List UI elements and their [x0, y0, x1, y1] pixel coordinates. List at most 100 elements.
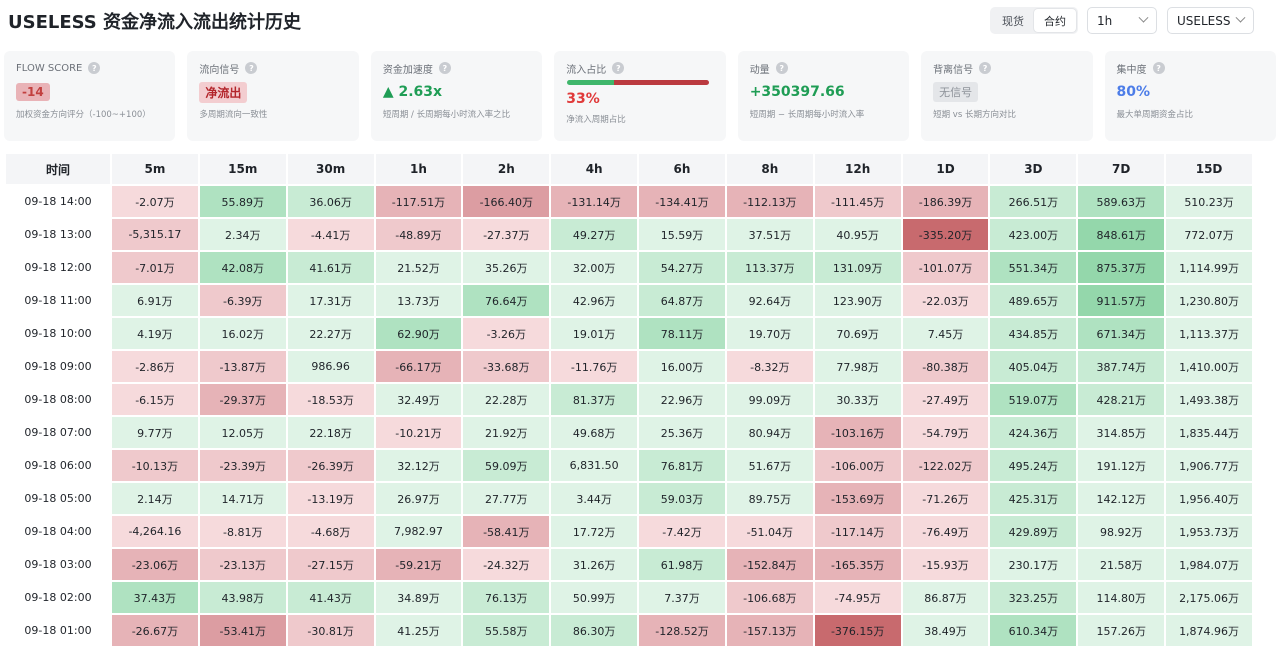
column-header-15m[interactable]: 15m [199, 154, 286, 184]
flow-cell: 22.27万 [287, 318, 374, 349]
interval-select[interactable]: 1h [1087, 7, 1157, 34]
divergence-badge: 无信号 [933, 82, 979, 102]
flow-cell: 2.14万 [112, 483, 198, 514]
flow-cell: -54.79万 [902, 417, 989, 448]
help-icon[interactable]: ? [438, 62, 451, 74]
tab-spot[interactable]: 现货 [1002, 14, 1024, 28]
flow-cell: 37.51万 [726, 219, 813, 250]
column-header-2h[interactable]: 2h [463, 154, 550, 184]
flow-cell: -53.41万 [199, 615, 286, 646]
market-type-toggle: 现货 合约 [990, 7, 1078, 34]
flow-signal-badge: 净流出 [199, 81, 248, 103]
flow-cell: 7.37万 [639, 582, 725, 613]
row-time: 09-18 03:00 [24, 558, 92, 571]
flow-cell: 32.12万 [375, 450, 462, 481]
flow-cell: -106.00万 [814, 450, 901, 481]
flow-cell: 423.00万 [990, 219, 1077, 250]
flow-cell: 114.80万 [1078, 582, 1165, 613]
flow-cell: 2,175.06万 [1166, 582, 1252, 613]
table-row: 09-18 12:00 -7.01万 42.08万 41.61万 21.52万 35.26… [6, 252, 1252, 283]
table-row: 09-18 08:00 -6.15万 -29.37万 -18.53万 32.49万 22.… [6, 384, 1252, 415]
flow-cell: 51.67万 [726, 450, 813, 481]
column-header-5m[interactable]: 5m [112, 154, 198, 184]
flow-cell: 519.07万 [990, 384, 1077, 415]
help-icon[interactable]: ? [979, 62, 992, 74]
flow-cell: -3.26万 [463, 318, 550, 349]
column-header-1D[interactable]: 1D [902, 154, 989, 184]
inflow-portion [567, 80, 615, 85]
flow-cell: 37.43万 [112, 582, 198, 613]
flow-cell: -27.49万 [902, 384, 989, 415]
column-header-30m[interactable]: 30m [287, 154, 374, 184]
flow-cell: -80.38万 [902, 351, 989, 382]
column-header-15D[interactable]: 15D [1166, 154, 1252, 184]
flow-cell: 131.09万 [814, 252, 901, 283]
flow-cell: -106.68万 [726, 582, 813, 613]
table-row: 09-18 11:00 6.91万 -6.39万 17.31万 13.73万 76.64万… [6, 285, 1252, 316]
column-header-1h[interactable]: 1h [375, 154, 462, 184]
table-row: 09-18 01:00 -26.67万 -53.41万 -30.81万 41.25万 55… [6, 615, 1252, 646]
flow-cell: -23.13万 [199, 549, 286, 580]
flow-cell: 64.87万 [639, 285, 725, 316]
flow-cell: 81.37万 [551, 384, 638, 415]
card-label: 流入占比 [566, 64, 607, 76]
column-header-12h[interactable]: 12h [814, 154, 901, 184]
flow-cell: -2.86万 [112, 351, 198, 382]
card-label: 背离信号 [933, 64, 974, 76]
flow-cell: 1,956.40万 [1166, 483, 1252, 514]
column-header-8h[interactable]: 8h [726, 154, 813, 184]
flow-cell: 59.09万 [463, 450, 550, 481]
flow-cell: 1,953.73万 [1166, 516, 1252, 547]
help-icon[interactable]: ? [88, 62, 101, 74]
flow-cell: 848.61万 [1078, 219, 1165, 250]
flow-cell: 70.69万 [814, 318, 901, 349]
flow-cell: 36.06万 [287, 186, 374, 217]
table-row: 09-18 05:00 2.14万 14.71万 -13.19万 26.97万 27.77… [6, 483, 1252, 514]
flow-cell: 62.90万 [375, 318, 462, 349]
flow-cell: 16.02万 [199, 318, 286, 349]
help-icon[interactable]: ? [612, 62, 625, 74]
card-label: 动量 [749, 64, 770, 76]
flow-cell: 27.77万 [463, 483, 550, 514]
card-flow-signal: 流向信号? 净流出 多周期流向一致性 [187, 51, 359, 141]
flow-cell: -26.39万 [287, 450, 374, 481]
column-header-4h[interactable]: 4h [551, 154, 638, 184]
column-header-time[interactable]: 时间 [6, 154, 110, 184]
flow-cell: 3.44万 [551, 483, 638, 514]
help-icon[interactable]: ? [245, 62, 258, 74]
flow-cell: -26.67万 [112, 615, 198, 646]
table-row: 09-18 09:00 -2.86万 -13.87万 986.96 -66.17万 -33… [6, 351, 1252, 382]
help-icon[interactable]: ? [775, 62, 788, 74]
flow-cell: -335.20万 [902, 219, 989, 250]
flow-cell: -112.13万 [726, 186, 813, 217]
flow-cell: 428.21万 [1078, 384, 1165, 415]
column-header-6h[interactable]: 6h [639, 154, 725, 184]
card-momentum: 动量? +350397.66 短周期 − 长周期每小时流入率 [737, 51, 910, 141]
flow-cell: 76.64万 [463, 285, 550, 316]
flow-cell: -7.42万 [639, 516, 725, 547]
symbol-select-value: USELESS [1177, 13, 1231, 28]
flow-cell: 77.98万 [814, 351, 901, 382]
flow-cell: 19.70万 [726, 318, 813, 349]
column-header-7D[interactable]: 7D [1078, 154, 1165, 184]
interval-select-value: 1h [1097, 13, 1113, 28]
card-subtitle: 短期 vs 长期方向对比 [933, 110, 1016, 120]
help-icon[interactable]: ? [1152, 62, 1165, 74]
flow-cell: 6.91万 [112, 285, 198, 316]
flow-cell: 1,835.44万 [1166, 417, 1252, 448]
flow-cell: -165.35万 [814, 549, 901, 580]
flow-cell: -103.16万 [814, 417, 901, 448]
flow-cell: 49.27万 [551, 219, 638, 250]
tab-futures[interactable]: 合约 [1034, 9, 1076, 32]
flow-cell: 671.34万 [1078, 318, 1165, 349]
row-time: 09-18 07:00 [24, 426, 92, 439]
symbol-select[interactable]: USELESS [1167, 7, 1254, 34]
column-header-3D[interactable]: 3D [990, 154, 1077, 184]
flow-cell: 32.49万 [375, 384, 462, 415]
flow-cell: -13.19万 [287, 483, 374, 514]
flow-cell: -4,264.16 [112, 516, 198, 547]
flow-cell: -29.37万 [199, 384, 286, 415]
row-time: 09-18 08:00 [24, 393, 92, 406]
flow-cell: -10.21万 [375, 417, 462, 448]
acceleration-value: ▲ 2.63x [382, 84, 443, 100]
